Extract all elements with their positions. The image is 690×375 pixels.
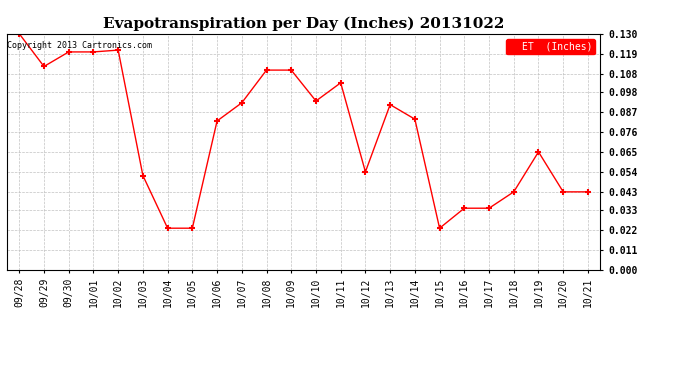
ET  (Inches) <box>386 102 394 107</box>
Legend: ET  (Inches): ET (Inches) <box>506 39 595 54</box>
ET  (Inches) <box>164 226 172 231</box>
ET  (Inches) <box>435 226 444 231</box>
ET  (Inches) <box>312 99 320 103</box>
ET  (Inches) <box>188 226 197 231</box>
Title: Evapotranspiration per Day (Inches) 20131022: Evapotranspiration per Day (Inches) 2013… <box>103 17 504 31</box>
ET  (Inches) <box>40 64 48 69</box>
ET  (Inches) <box>237 100 246 105</box>
ET  (Inches) <box>362 170 370 174</box>
ET  (Inches) <box>139 173 147 178</box>
Text: Copyright 2013 Cartronics.com: Copyright 2013 Cartronics.com <box>8 41 152 50</box>
ET  (Inches) <box>114 48 122 52</box>
ET  (Inches) <box>337 81 345 85</box>
ET  (Inches) <box>262 68 270 72</box>
ET  (Inches) <box>584 190 592 194</box>
ET  (Inches) <box>485 206 493 210</box>
ET  (Inches) <box>89 50 97 54</box>
ET  (Inches) <box>15 32 23 36</box>
ET  (Inches) <box>213 119 221 123</box>
ET  (Inches) <box>559 190 567 194</box>
ET  (Inches) <box>411 117 419 122</box>
ET  (Inches) <box>534 150 542 154</box>
ET  (Inches) <box>65 50 73 54</box>
ET  (Inches) <box>510 190 518 194</box>
Line: ET  (Inches): ET (Inches) <box>16 30 591 232</box>
ET  (Inches) <box>460 206 469 210</box>
ET  (Inches) <box>287 68 295 72</box>
